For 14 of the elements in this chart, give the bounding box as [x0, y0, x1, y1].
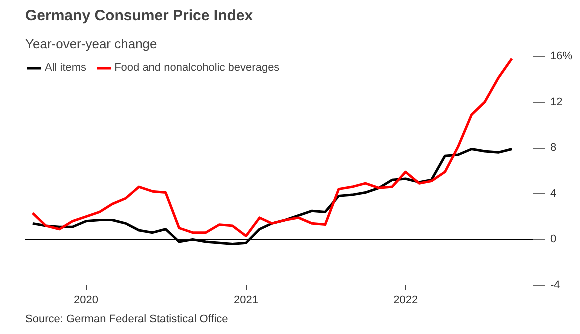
x-tick-label: 2021 — [234, 294, 259, 306]
chart-subtitle: Year-over-year change — [26, 36, 158, 52]
y-tick-label: -4 — [550, 280, 560, 292]
y-tick-label: 12 — [550, 96, 563, 108]
y-tick-label: 16% — [550, 50, 573, 62]
legend-label: Food and nonalcoholic beverages — [114, 62, 280, 74]
x-tick-label: 2022 — [394, 294, 418, 306]
y-tick-label: 4 — [550, 188, 557, 200]
x-tick-label: 2020 — [74, 294, 99, 306]
source-note: Source: German Federal Statistical Office — [26, 314, 228, 326]
chart-title: Germany Consumer Price Index — [26, 8, 254, 24]
legend-label: All items — [45, 62, 87, 74]
y-tick-label: 8 — [550, 142, 557, 154]
y-tick-label: 0 — [550, 234, 557, 246]
